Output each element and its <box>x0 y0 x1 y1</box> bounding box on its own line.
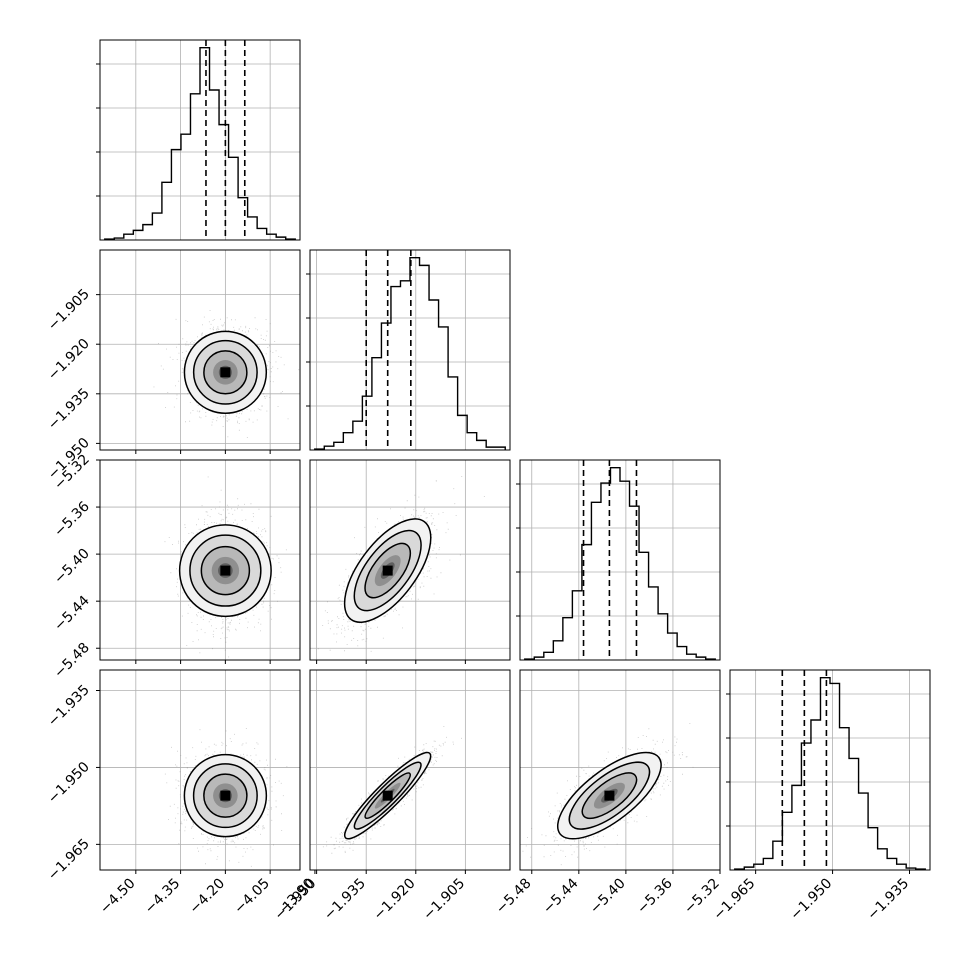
x-tick-label: −1.935 <box>321 876 369 924</box>
x-tick-label: −5.40 <box>587 876 629 918</box>
x-tick-label: −4.50 <box>97 876 139 918</box>
x-tick-label: −1.935 <box>864 876 912 924</box>
histogram-step <box>734 676 926 870</box>
x-tick-label: −5.36 <box>634 875 676 917</box>
x-tick-label: −4.35 <box>142 876 184 918</box>
density-peak <box>220 367 231 378</box>
x-tick-label: −4.05 <box>231 876 273 918</box>
hist-panel-1 <box>306 249 511 451</box>
scatter-panel-3-1: −1.950 −1.935 −1.920 −1.905 <box>271 669 511 924</box>
y-tick-label: −1.920 <box>45 336 93 384</box>
x-tick-label: −1.950 <box>271 876 319 924</box>
hist-panel-3: −1.965 −1.950 −1.935 <box>711 669 931 924</box>
y-tick-label: −1.905 <box>45 286 93 334</box>
x-tick-label: −5.48 <box>493 876 535 918</box>
scatter-panel-3-0: −4.50 −4.35 −4.20 −4.05 −3.90−1.965−1.950−1.… <box>45 669 318 918</box>
histogram-step <box>314 256 506 450</box>
axes-frame <box>99 669 301 871</box>
axes-frame <box>99 459 301 661</box>
hist-panel-2 <box>516 459 721 661</box>
axes-frame <box>309 459 511 661</box>
scatter-panel-3-2: −5.48 −5.44 −5.40 −5.36 −5.32 <box>493 669 723 918</box>
y-tick-label: −5.48 <box>51 640 93 682</box>
scatter-panel-2-1 <box>309 459 511 664</box>
x-tick-label: −1.950 <box>787 876 835 924</box>
axes-frame <box>99 249 301 451</box>
density-peak <box>220 565 231 576</box>
y-tick-label: −5.36 <box>51 499 93 541</box>
histogram-step <box>524 466 716 660</box>
density-peak <box>220 790 231 801</box>
y-tick-label: −1.965 <box>45 836 93 884</box>
scatter-panel-1-0: −1.950−1.935−1.920−1.905 <box>45 249 301 483</box>
y-tick-label: −1.935 <box>45 385 93 433</box>
scatter-panel-2-0: −5.48−5.44−5.40−5.36−5.32 <box>51 452 301 682</box>
y-tick-label: −1.935 <box>45 682 93 730</box>
axes-frame <box>519 459 721 661</box>
y-tick-label: −5.44 <box>51 593 93 635</box>
axes-frame <box>99 39 301 241</box>
hist-panel-0 <box>96 39 301 241</box>
x-tick-label: −1.905 <box>420 876 468 924</box>
axes-frame <box>309 249 511 451</box>
histogram-step <box>104 46 296 240</box>
x-tick-label: −4.20 <box>187 876 229 918</box>
x-tick-label: −1.920 <box>371 876 419 924</box>
density-peak <box>382 565 393 576</box>
density-peak <box>604 790 615 801</box>
y-tick-label: −5.40 <box>51 546 93 588</box>
x-tick-label: −5.44 <box>540 875 582 917</box>
y-tick-label: −1.950 <box>45 759 93 807</box>
axes-frame <box>729 669 931 871</box>
axes-frame <box>519 669 721 871</box>
axes-frame <box>309 669 511 871</box>
density-peak <box>382 790 393 801</box>
